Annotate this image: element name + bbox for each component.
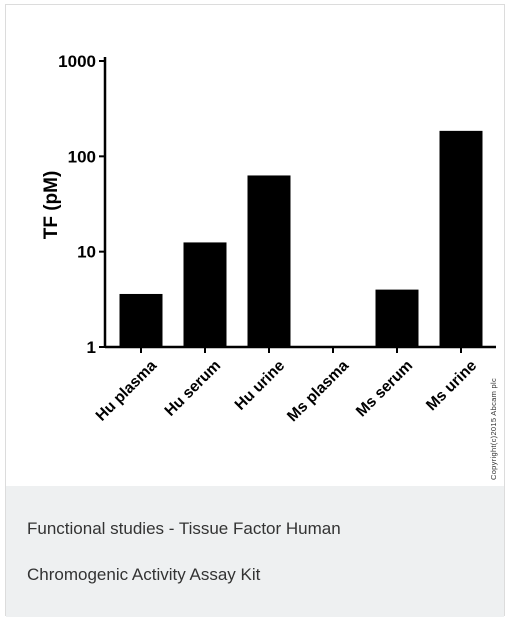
bar-ms-serum [375, 289, 419, 347]
chart-area: 1 10 100 1000 Hu plasma Hu serum Hu urine Ms p… [6, 5, 504, 486]
y-axis-label: TF (pM) [41, 171, 62, 240]
y-tick-label: 1 [87, 338, 96, 357]
bar-hu-urine [247, 175, 291, 347]
bar-hu-plasma [119, 293, 163, 347]
x-tick-label: Hu serum [162, 357, 225, 420]
copyright-notice: Copyright(c)2015 Abcam plc [489, 378, 498, 480]
bar-hu-serum [183, 242, 227, 347]
y-tick-label: 100 [68, 147, 96, 166]
x-tick-label: Hu plasma [93, 357, 161, 425]
figure-card: 1 10 100 1000 Hu plasma Hu serum Hu urine Ms p… [5, 4, 505, 617]
bar-ms-urine [439, 130, 483, 347]
x-tick-label: Hu urine [232, 357, 289, 414]
x-tick-label: Ms plasma [284, 357, 352, 425]
x-tick-label: Ms urine [423, 357, 480, 414]
caption-line-2: Chromogenic Activity Assay Kit [27, 565, 261, 584]
y-tick-label: 1000 [58, 52, 96, 71]
y-tick-label: 10 [77, 243, 96, 262]
x-tick-label: Ms serum [353, 357, 416, 420]
caption-line-1: Functional studies - Tissue Factor Human [27, 519, 341, 538]
figure-caption: Functional studies - Tissue Factor Human… [6, 486, 504, 617]
